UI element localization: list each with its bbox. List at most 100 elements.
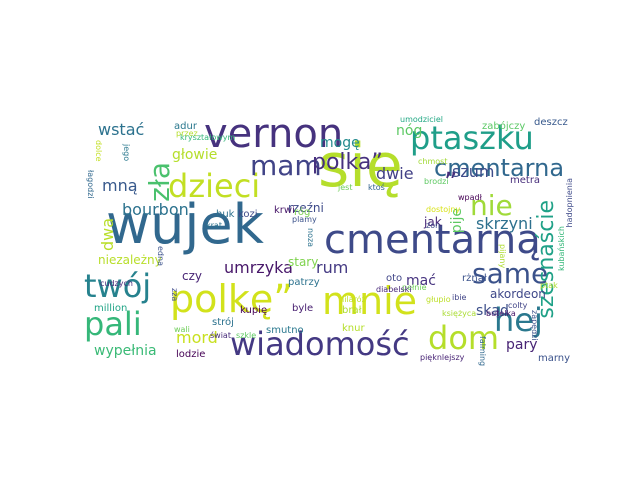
word-huk: huk: [216, 209, 235, 220]
word-jest: jest: [338, 183, 353, 192]
word-stroj: strój: [212, 317, 234, 328]
word-mord: mord: [176, 328, 218, 347]
word-open-quote: „: [444, 152, 458, 182]
word-deszcz: deszcz: [534, 117, 568, 128]
word-pelnie: pełnie: [402, 283, 427, 292]
word-szkle: szkle: [236, 331, 257, 340]
word-dwa: dwa: [98, 218, 117, 252]
word-pali: pali: [84, 305, 142, 343]
word-rum: rum: [316, 258, 349, 277]
word-umodziciel: umodziciel: [400, 115, 444, 124]
word-glupio: głupio: [426, 295, 451, 304]
word-moge: mogę: [320, 135, 360, 151]
word-lodzie: lodzie: [176, 349, 206, 360]
word-cmentarna: cmentarna: [434, 154, 565, 182]
word-patrzy: patrzy: [288, 277, 320, 288]
word-diabelski: diabelski: [376, 285, 412, 294]
word-sie: się: [318, 131, 403, 201]
word-przez: przez: [176, 129, 198, 138]
word-zla: zła: [143, 162, 176, 202]
word-knur: knur: [342, 323, 365, 334]
word-pieknlejszy: pięknlejszy: [420, 353, 465, 362]
word-colty: colty: [508, 301, 528, 310]
word-ksiezyca: księżyca: [442, 309, 477, 318]
word-mnie: mnie: [322, 279, 418, 323]
word-zza: zza: [170, 288, 179, 302]
word-jego: jego: [122, 144, 131, 162]
word-dostojny: dostojny: [426, 205, 461, 214]
word-wujek: wujek: [106, 193, 264, 256]
word-bral: brał: [342, 305, 362, 316]
word-pijany: pijany: [498, 244, 507, 269]
word-cudzych: cudzych: [100, 279, 133, 288]
word-jak: jak: [424, 215, 442, 229]
word-oto: oto: [386, 273, 403, 284]
word-wiadomosc: wiadomość: [230, 325, 410, 363]
word-krat: krat: [206, 221, 222, 230]
word-dolce: dolce: [94, 140, 103, 162]
word-smutno: smutno: [266, 325, 304, 336]
word-lagodzi: łagodzi: [86, 170, 95, 199]
word-falming: falming: [478, 336, 487, 367]
word-same: same: [472, 257, 549, 290]
word-wypelnia: wypełnia: [94, 343, 157, 359]
word-edna: edna: [156, 246, 165, 266]
word-akordeon: akordeon: [490, 287, 546, 301]
word-hej: hej: [494, 301, 543, 339]
word-butelka: butelka: [486, 309, 516, 318]
word-polka: polka”: [312, 150, 383, 175]
word-ptaszku: ptaszku: [410, 119, 534, 157]
word-umrzyka: umrzyka: [224, 258, 293, 277]
word-dzieci: dzieci: [168, 167, 261, 205]
word-zapedzi: zapędzi: [530, 310, 539, 341]
word-vernon: vernon: [204, 111, 344, 157]
word-plamy: plamy: [292, 215, 317, 224]
word-cmentarna-acc: cmentarną: [324, 217, 541, 263]
word-polke: polkę”: [170, 277, 293, 321]
word-byle: byle: [292, 303, 314, 314]
word-metra: metra: [510, 175, 541, 186]
word-zabojczy: zabójczy: [482, 121, 526, 132]
word-brodzi: brodzi: [424, 177, 449, 186]
word-kubanskich: kubańskich: [557, 226, 566, 271]
word-noza: noza: [306, 228, 315, 248]
word-twoj: twój: [84, 267, 152, 305]
word-szum: szum: [452, 162, 495, 181]
word-ptak: ptak: [540, 281, 558, 290]
word-wstac: wstać: [98, 120, 145, 139]
word-dom: dom: [428, 319, 500, 357]
word-skad: skąd: [476, 303, 509, 319]
word-ibie: ibie: [452, 293, 467, 302]
word-million: million: [94, 303, 128, 314]
word-rog: róg: [294, 207, 311, 218]
word-kupie: kupię: [240, 305, 268, 316]
word-adur: adur: [174, 121, 197, 132]
word-skrzyni: skrzyni: [476, 214, 533, 233]
word-mac: mać: [406, 273, 436, 289]
word-bourbon: bourbon: [122, 200, 189, 219]
word-rzezni: rzeźni: [288, 201, 324, 215]
word-glowie: głowie: [172, 147, 218, 163]
word-hadopnienia: hadopnienia: [565, 178, 574, 228]
word-pary: pary: [506, 337, 538, 353]
word-zon: zon: [426, 221, 441, 230]
word-wpadl: wpadł: [458, 193, 482, 202]
word-dwie: dwie: [376, 164, 414, 183]
word-krysztalowym: kryształowym: [180, 133, 236, 142]
word-wali: wali: [174, 325, 190, 334]
word-czy: czy: [182, 269, 202, 283]
word-krwi: krwi: [274, 205, 295, 216]
word-lilaroz: lilaróż: [342, 295, 366, 304]
word-marny: marny: [538, 353, 571, 364]
word-swiat: świat: [210, 331, 231, 340]
word-nie: nie: [470, 189, 513, 222]
word-kozi: kozi: [238, 209, 258, 220]
word-cloud: się wujek cmentarną vernon mnie polkę” w…: [80, 110, 576, 366]
word-niezalezny: niezależny: [98, 253, 162, 267]
word-chmost: chmost: [418, 157, 448, 166]
word-nog: nóg: [396, 123, 423, 139]
word-mna: mną: [102, 176, 138, 195]
word-ktos: ktoś: [368, 183, 385, 192]
word-stary: stary: [288, 255, 319, 269]
word-mam: mam: [250, 149, 322, 182]
